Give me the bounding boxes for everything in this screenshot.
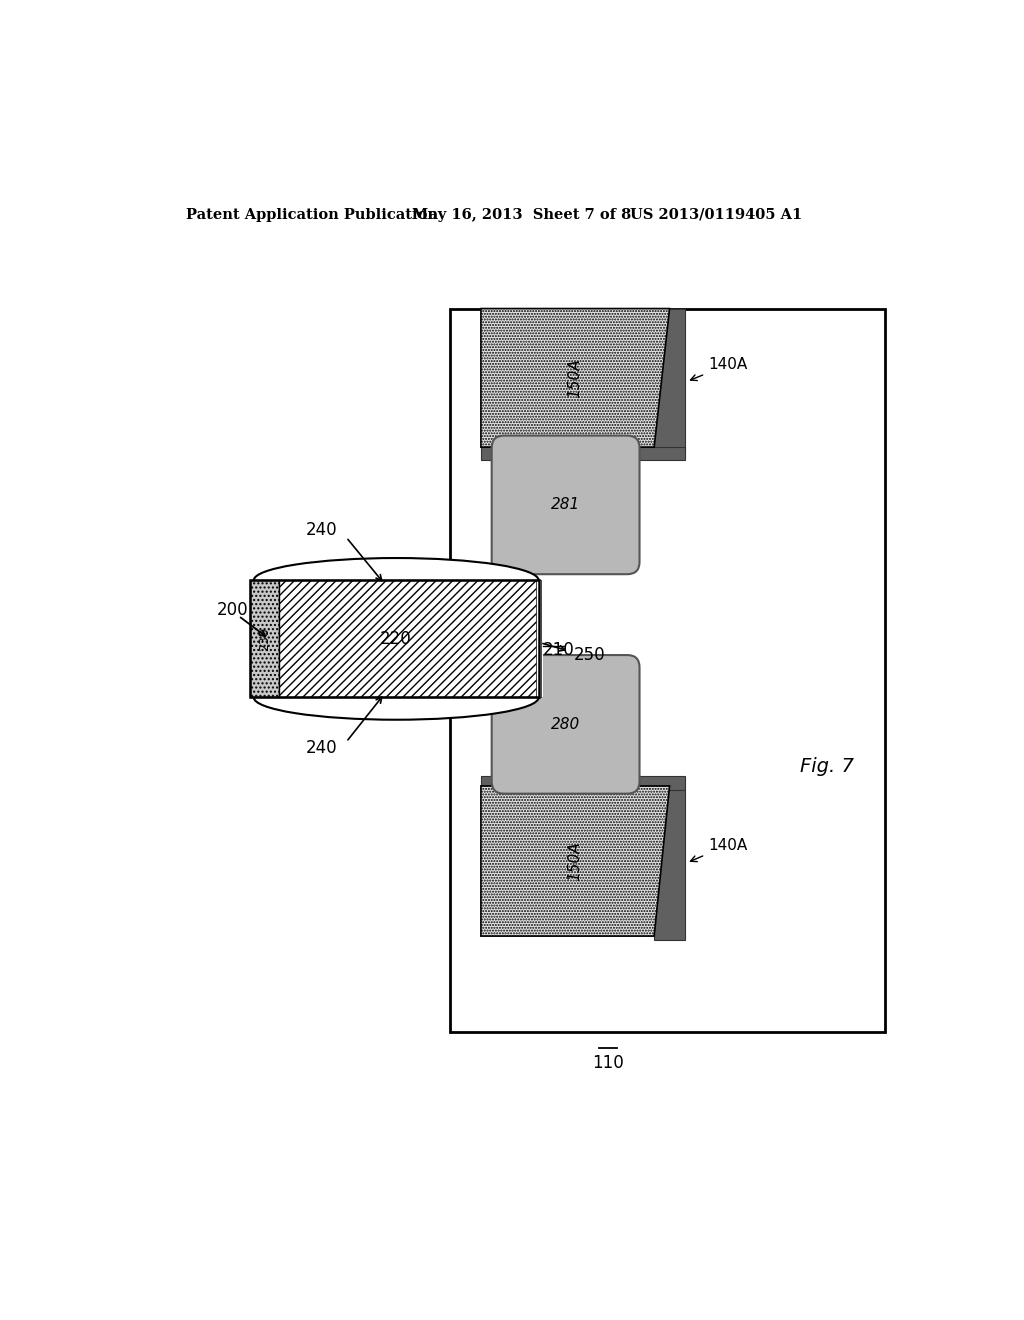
Text: 240: 240: [305, 739, 337, 758]
Text: 140A: 140A: [690, 358, 748, 380]
Text: US 2013/0119405 A1: US 2013/0119405 A1: [630, 207, 802, 222]
Text: 230: 230: [258, 627, 271, 651]
Polygon shape: [481, 447, 685, 461]
Bar: [537, 581, 541, 697]
Text: 210: 210: [543, 640, 574, 659]
Bar: [451, 309, 885, 1032]
Polygon shape: [481, 785, 670, 936]
Text: 150A: 150A: [567, 841, 583, 880]
Ellipse shape: [254, 675, 539, 719]
Text: 150A: 150A: [567, 358, 583, 397]
FancyBboxPatch shape: [492, 655, 640, 793]
FancyBboxPatch shape: [492, 436, 640, 574]
Text: 200: 200: [216, 601, 248, 619]
Polygon shape: [481, 776, 685, 789]
Text: 240: 240: [305, 521, 337, 540]
Polygon shape: [481, 309, 670, 447]
Polygon shape: [654, 789, 685, 940]
Text: Fig. 7: Fig. 7: [801, 758, 854, 776]
Text: 110: 110: [592, 1053, 624, 1072]
Bar: [250, 581, 539, 697]
Bar: [280, 581, 539, 697]
Text: 281: 281: [551, 498, 581, 512]
Text: 220: 220: [380, 630, 412, 648]
Text: 280: 280: [551, 717, 581, 731]
Ellipse shape: [254, 558, 539, 603]
Text: May 16, 2013  Sheet 7 of 8: May 16, 2013 Sheet 7 of 8: [412, 207, 631, 222]
Text: 140A: 140A: [690, 838, 748, 862]
Polygon shape: [654, 309, 685, 451]
Bar: [250, 581, 280, 697]
Text: 250: 250: [573, 645, 605, 664]
Text: Patent Application Publication: Patent Application Publication: [186, 207, 438, 222]
Bar: [250, 581, 543, 697]
